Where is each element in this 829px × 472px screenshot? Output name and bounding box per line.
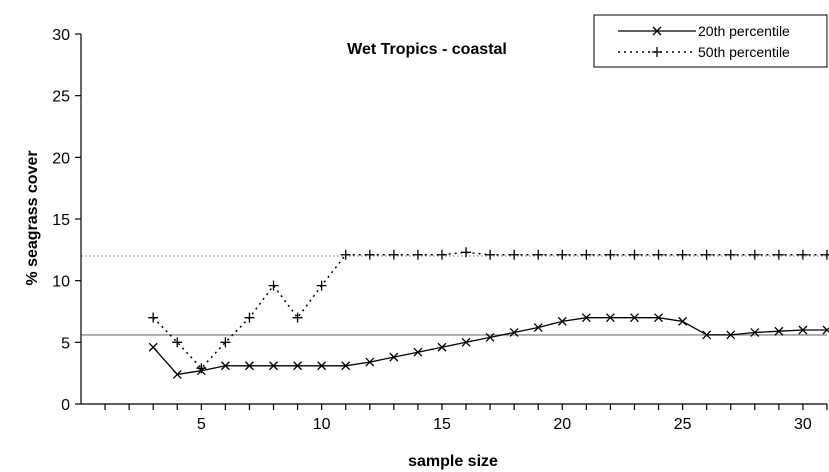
data-point-series-1 — [341, 361, 351, 371]
data-point-series-2 — [677, 249, 688, 260]
y-tick-label: 30 — [52, 27, 70, 44]
data-point-series-1 — [702, 330, 712, 340]
data-point-series-2 — [196, 363, 207, 374]
data-point-series-2 — [822, 249, 829, 260]
data-point-series-1 — [630, 313, 639, 323]
data-point-series-2 — [220, 337, 231, 348]
data-point-series-1 — [413, 347, 423, 357]
data-point-series-1 — [244, 361, 254, 371]
data-point-series-1 — [774, 326, 784, 336]
data-point-series-1 — [509, 328, 519, 337]
y-tick-label: 25 — [52, 89, 70, 106]
data-point-series-1 — [148, 342, 158, 352]
data-point-series-2 — [701, 249, 712, 260]
data-point-series-2 — [388, 249, 399, 260]
data-point-series-1 — [750, 328, 760, 337]
series-layer — [148, 247, 829, 379]
data-point-series-1 — [317, 361, 327, 371]
data-point-series-1 — [389, 352, 399, 362]
data-point-series-2 — [148, 312, 159, 323]
x-tick-label: 5 — [197, 416, 206, 433]
data-point-series-2 — [773, 249, 784, 260]
data-point-series-1 — [485, 332, 495, 342]
x-tick-label: 10 — [313, 416, 331, 433]
data-point-series-1 — [220, 361, 230, 371]
legend-marker-20th — [652, 26, 662, 36]
legend-marker-50th — [652, 47, 662, 57]
data-point-series-2 — [461, 247, 472, 258]
data-point-series-2 — [797, 249, 808, 260]
data-point-series-2 — [340, 249, 351, 260]
data-point-series-1 — [461, 337, 471, 347]
y-tick-label: 0 — [61, 397, 70, 414]
data-point-series-2 — [653, 249, 664, 260]
data-point-series-2 — [605, 249, 616, 260]
data-point-series-1 — [533, 323, 543, 332]
reference-lines — [81, 255, 827, 336]
data-point-series-1 — [605, 313, 615, 323]
data-point-series-2 — [268, 280, 279, 291]
data-point-series-2 — [557, 249, 568, 260]
data-point-series-1 — [437, 342, 447, 352]
legend-label-50th: 50th percentile — [698, 44, 790, 60]
data-point-series-1 — [557, 316, 567, 326]
data-point-series-2 — [316, 280, 327, 291]
data-point-series-1 — [581, 313, 591, 323]
y-tick-label: 5 — [61, 335, 70, 352]
data-point-series-2 — [412, 249, 423, 260]
data-point-series-2 — [509, 249, 520, 260]
data-point-series-2 — [533, 249, 544, 260]
y-tick-label: 10 — [52, 274, 70, 291]
data-point-series-2 — [244, 312, 255, 323]
chart-title: Wet Tropics - coastal — [347, 41, 507, 58]
data-point-series-1 — [822, 325, 829, 335]
data-point-series-2 — [581, 249, 592, 260]
data-point-series-2 — [629, 249, 640, 260]
data-point-series-1 — [172, 369, 182, 379]
x-axis-title: sample size — [408, 453, 498, 470]
x-tick-label: 25 — [674, 416, 692, 433]
data-point-series-2 — [172, 337, 183, 348]
data-point-series-2 — [749, 249, 760, 260]
x-tick-label: 30 — [794, 416, 812, 433]
legend: 20th percentile 50th percentile — [593, 14, 828, 68]
legend-box — [593, 14, 828, 68]
data-point-series-1 — [726, 330, 736, 340]
y-axis-title: % seagrass cover — [24, 150, 41, 285]
y-tick-label: 15 — [52, 212, 70, 229]
data-point-series-1 — [269, 361, 278, 371]
data-point-series-2 — [292, 312, 303, 323]
data-point-series-2 — [485, 249, 496, 260]
data-point-series-1 — [678, 316, 688, 326]
data-point-series-2 — [364, 249, 375, 260]
y-tick-label: 20 — [52, 150, 70, 167]
legend-label-20th: 20th percentile — [698, 23, 790, 39]
data-point-series-1 — [798, 325, 808, 335]
data-point-series-1 — [365, 357, 375, 367]
x-tick-label: 20 — [553, 416, 571, 433]
data-point-series-2 — [436, 249, 447, 260]
data-point-series-1 — [654, 313, 664, 323]
axes: 0 5 10 15 20 25 30 5 10 15 20 25 30 — [52, 27, 828, 433]
data-point-series-2 — [725, 249, 736, 260]
data-point-series-1 — [293, 361, 303, 371]
x-tick-label: 15 — [433, 416, 451, 433]
